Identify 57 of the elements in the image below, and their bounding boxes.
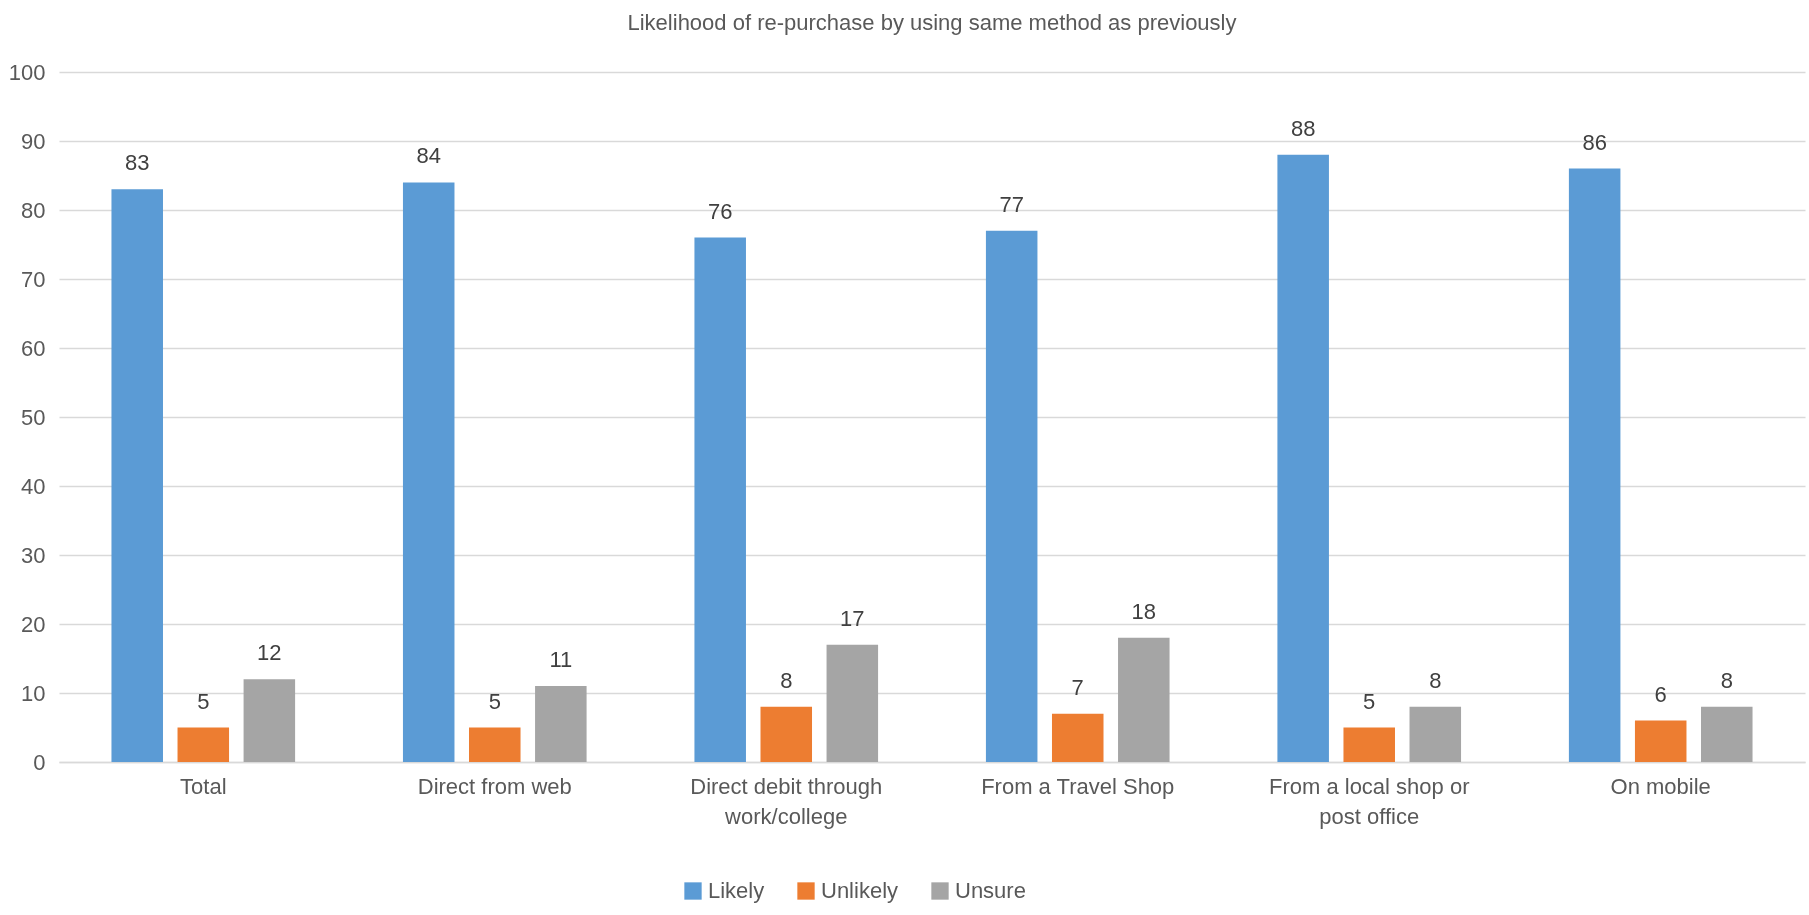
data-label: 18 (1131, 598, 1157, 624)
y-tick-label: 100 (8, 59, 46, 85)
data-label: 5 (488, 688, 501, 714)
data-label: 8 (1429, 667, 1442, 693)
bar (1634, 720, 1687, 762)
bar (1409, 706, 1462, 762)
x-tick-label: From a Travel Shop (981, 773, 1175, 799)
y-tick-label: 30 (21, 542, 46, 568)
bar (243, 679, 296, 762)
bar (402, 182, 455, 762)
bar (1051, 713, 1104, 762)
bar (1568, 168, 1621, 762)
bar (694, 237, 746, 762)
bar (111, 189, 163, 762)
x-tick-label: On mobile (1610, 773, 1711, 799)
y-tick-label: 60 (21, 335, 46, 361)
bar (826, 644, 879, 762)
bar (1118, 637, 1170, 762)
y-tick-label: 10 (21, 680, 46, 706)
data-label: 83 (124, 150, 150, 176)
y-tick-label: 50 (21, 404, 46, 430)
data-label: 17 (840, 605, 865, 631)
data-label: 8 (780, 667, 793, 693)
data-label: 7 (1071, 674, 1084, 700)
y-tick-label: 80 (21, 197, 46, 223)
data-label: 11 (549, 647, 573, 673)
x-tick-label: Direct debit through work/college (690, 773, 883, 829)
data-label: 6 (1654, 681, 1667, 707)
chart-title: Likelihood of re-purchase by using same method as previously (627, 10, 1237, 35)
bar (1277, 154, 1329, 762)
data-label: 84 (416, 143, 441, 169)
legend-label: Unlikely (821, 878, 899, 903)
data-label: 12 (257, 640, 282, 666)
x-tick-label: Direct from web (417, 773, 572, 799)
y-tick-label: 0 (33, 749, 46, 775)
x-tick-label: From a local shop or post office (1268, 773, 1470, 829)
data-label: 8 (1720, 667, 1733, 693)
bar (469, 727, 521, 762)
legend-label: Likely (708, 878, 765, 903)
x-tick-label: Total (180, 773, 227, 799)
bar (1343, 727, 1395, 762)
legend-label: Unsure (955, 878, 1026, 903)
data-label: 86 (1582, 129, 1607, 155)
y-tick-label: 20 (21, 611, 46, 637)
data-label: 5 (197, 688, 210, 714)
y-tick-label: 40 (21, 473, 46, 499)
data-label: 88 (1290, 115, 1316, 141)
bar (760, 706, 813, 762)
y-tick-label: 70 (21, 266, 46, 292)
bar (985, 230, 1038, 762)
bar (177, 727, 230, 762)
bar (535, 686, 587, 762)
data-label: 5 (1363, 688, 1376, 714)
data-label: 77 (999, 191, 1024, 217)
bar (1701, 706, 1753, 762)
y-tick-label: 90 (21, 128, 46, 154)
data-label: 76 (707, 198, 733, 224)
